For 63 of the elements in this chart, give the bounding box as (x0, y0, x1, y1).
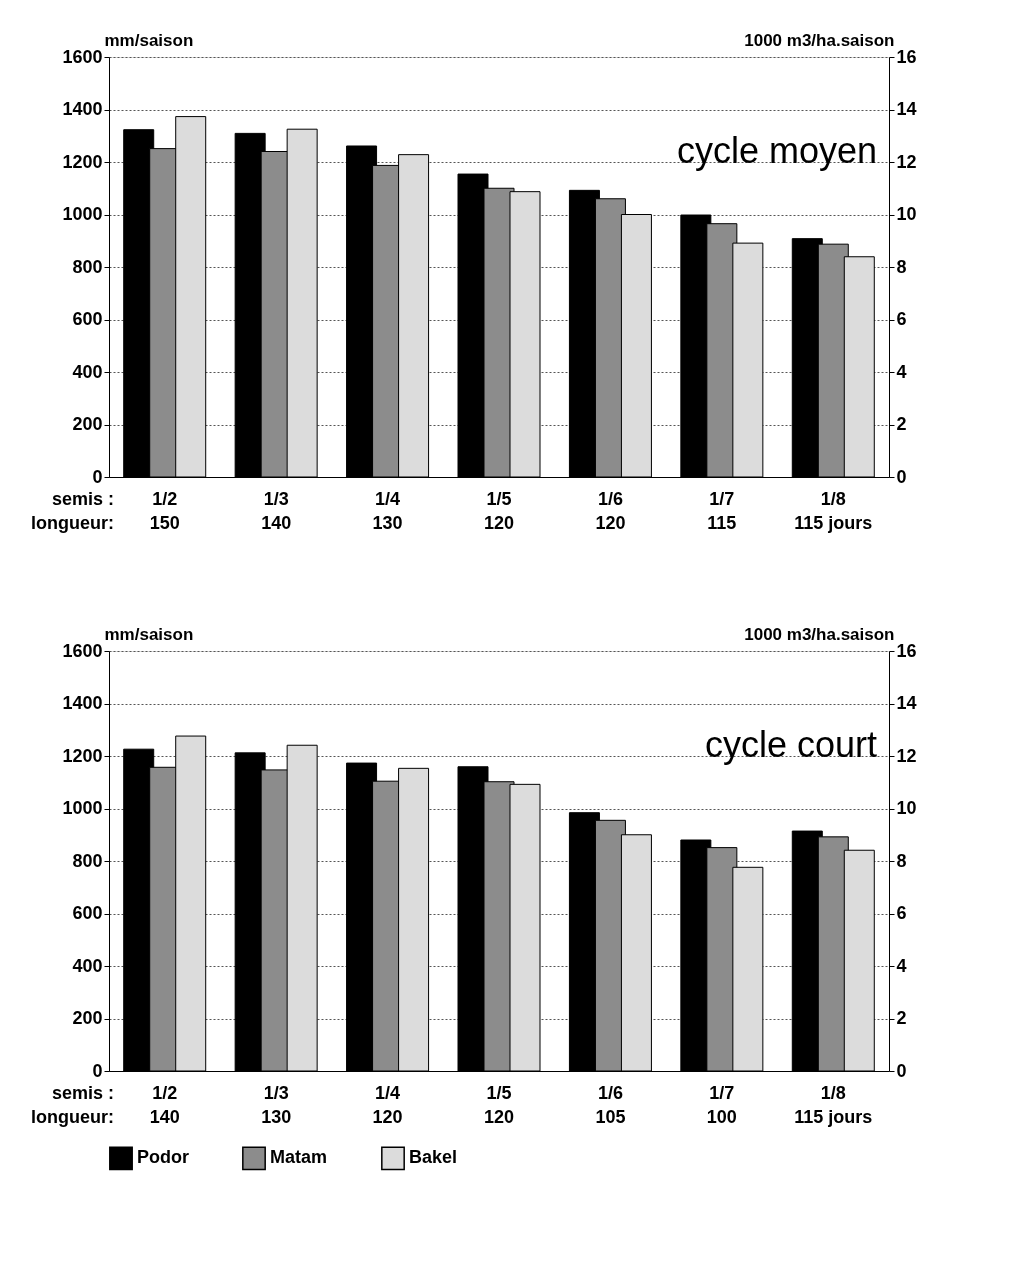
y-tick-label: 400 (72, 361, 103, 382)
x-tick-label: 1/7 100 (706, 1083, 737, 1127)
y-tick-label: 1400 (62, 693, 103, 713)
text: longueur: (31, 513, 114, 533)
y-tick-label: 800 (72, 850, 103, 871)
y2-tick-label: 6 (896, 903, 907, 923)
legend-label: Podor (137, 1147, 189, 1168)
y-tick-label: 600 (72, 309, 103, 329)
x-tick-label: 1/4 130 (372, 489, 403, 533)
legend-label: Bakel (409, 1147, 458, 1168)
x-tick-label: 1/2 140 (149, 1083, 180, 1127)
x-tick-label: 1/5 120 (483, 489, 515, 533)
y-tick-label: 0 (92, 1060, 103, 1081)
y-tick-label: 1000 (62, 204, 103, 224)
y2-tick-label: 2 (896, 414, 907, 434)
text: semis : (51, 1083, 114, 1103)
y-tick-label: 800 (72, 256, 103, 277)
x-tick-label: 1/8 115 jours (794, 489, 873, 533)
y2-tick-label: 12 (896, 151, 917, 172)
y-tick-label: 1600 (62, 46, 103, 67)
y2-tick-label: 16 (896, 640, 917, 661)
y-axis-title: mm/saison (104, 624, 194, 644)
y2-tick-label: 14 (896, 99, 917, 119)
y2-tick-label: 8 (896, 850, 907, 871)
y2-tick-label: 2 (896, 1008, 907, 1028)
text: semis : (51, 489, 114, 509)
x-tick-label: 1/4 120 (372, 1083, 403, 1127)
annotation: cycle moyen (676, 130, 877, 171)
x-tick-label: 1/6 105 (595, 1083, 626, 1127)
y-tick-label: 1000 (62, 798, 103, 818)
y-tick-label: 200 (72, 1008, 103, 1028)
y-tick-label: 200 (72, 414, 103, 434)
y-tick-label: 400 (72, 955, 103, 976)
y-tick-label: 1400 (62, 99, 103, 119)
y-tick-label: 1200 (62, 151, 103, 172)
x-tick-label: 1/8 115 jours (794, 1083, 873, 1127)
text: longueur: (31, 1107, 114, 1127)
y2-axis-title: 1000 m3/ha.saison (744, 30, 895, 50)
y2-tick-label: 16 (896, 46, 917, 67)
y2-tick-label: 0 (896, 1060, 907, 1081)
y2-tick-label: 4 (896, 361, 907, 382)
y2-tick-label: 14 (896, 693, 917, 713)
y-axis-title: mm/saison (104, 30, 194, 50)
y-tick-label: 0 (92, 466, 103, 487)
x-tick-label: 1/5 120 (483, 1083, 515, 1127)
x-tick-label: 1/2 150 (149, 489, 180, 533)
y2-tick-label: 0 (896, 466, 907, 487)
x-tick-label: 1/3 140 (261, 489, 292, 533)
y2-tick-label: 10 (896, 798, 917, 818)
annotation: cycle court (704, 724, 877, 765)
y2-tick-label: 6 (896, 309, 907, 329)
x-tick-label: 1/3 130 (261, 1083, 292, 1127)
x-tick-label: 1/7 115 (707, 489, 737, 533)
y-tick-label: 600 (72, 903, 103, 923)
y2-tick-label: 4 (896, 955, 907, 976)
y2-tick-label: 12 (896, 745, 917, 766)
y2-axis-title: 1000 m3/ha.saison (744, 624, 895, 644)
x-tick-label: 1/6 120 (595, 489, 626, 533)
y-tick-label: 1600 (62, 640, 103, 661)
legend-label: Matam (270, 1147, 328, 1168)
y2-tick-label: 8 (896, 256, 907, 277)
y-tick-label: 1200 (62, 745, 103, 766)
y2-tick-label: 10 (896, 204, 917, 224)
